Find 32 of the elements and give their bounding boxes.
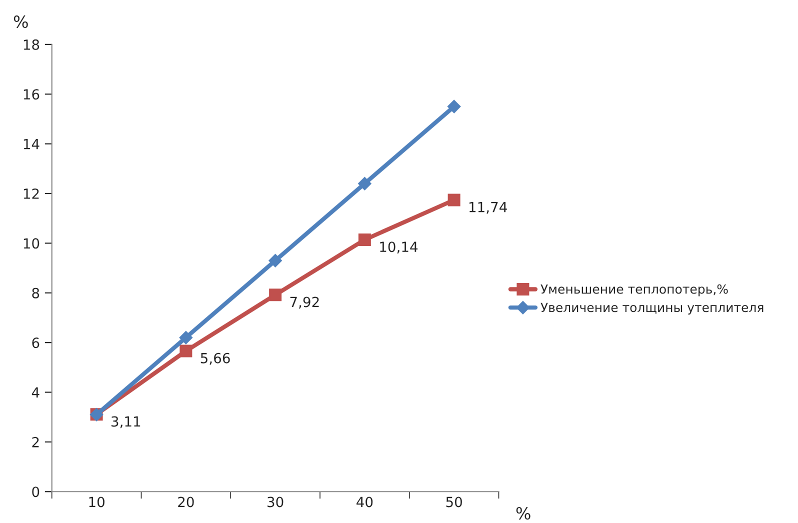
y-tick-label: 6: [32, 338, 40, 348]
y-tick-label: 0: [32, 486, 40, 498]
y-tick-label: 4: [32, 387, 40, 398]
point: [180, 344, 192, 358]
y-tick-label: 14: [24, 138, 40, 150]
legend-label: Уменьшение теплопотерь,%: [540, 284, 728, 296]
data-label: 3,11: [112, 416, 140, 428]
x-tick-label: 20: [178, 496, 194, 508]
y-tick-label: 12: [24, 188, 39, 199]
x-tick-label: 40: [356, 496, 373, 508]
data-label: 11,74: [469, 202, 507, 214]
point: [358, 176, 372, 190]
data-label: 7,92: [290, 296, 319, 309]
x-tick-label: 10: [89, 496, 104, 508]
point: [448, 194, 460, 206]
point: [269, 288, 282, 302]
x-axis-title: %: [516, 507, 530, 520]
data-label: 10,14: [380, 242, 418, 254]
x-tick-label: 30: [268, 496, 284, 508]
y-axis-title: %: [14, 15, 28, 28]
x-tick-label: 50: [446, 496, 462, 508]
legend-label: Увеличение толщины утеплителя: [540, 302, 764, 315]
point: [179, 331, 193, 344]
y-tick-label: 2: [32, 436, 39, 448]
y-tick-label: 10: [24, 238, 40, 249]
y-tick-label: 18: [24, 39, 40, 50]
y-tick-label: 8: [32, 288, 40, 298]
y-tick-label: 16: [24, 89, 40, 100]
point: [358, 233, 371, 246]
point: [268, 254, 282, 268]
data-label: 5,66: [200, 352, 230, 365]
point: [447, 100, 461, 114]
